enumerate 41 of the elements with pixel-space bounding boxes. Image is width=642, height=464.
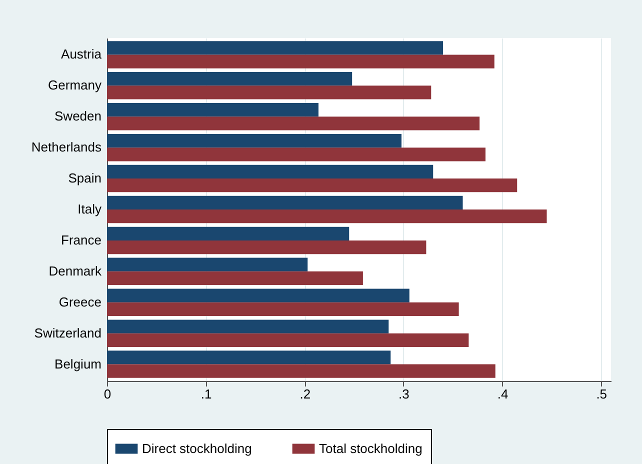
x-tick-label: .3 <box>398 386 410 402</box>
x-tick-label: .1 <box>200 386 212 402</box>
bar <box>107 210 547 224</box>
y-tick-label: Italy <box>78 202 102 216</box>
bar <box>107 271 363 286</box>
legend-label: Total stockholding <box>319 440 422 456</box>
bar <box>107 72 352 86</box>
bar <box>107 134 402 148</box>
bar <box>107 196 463 210</box>
bar <box>107 148 486 162</box>
bar <box>107 164 434 179</box>
y-tick-label: Belgium <box>54 356 102 372</box>
y-tick-label: Switzerland <box>34 325 102 340</box>
bar <box>107 350 391 364</box>
y-tick-label: Germany <box>48 78 102 93</box>
bar <box>107 302 459 316</box>
bar <box>107 288 410 302</box>
legend-label: Direct stockholding <box>142 440 252 456</box>
bar <box>107 178 518 192</box>
x-tick-label: .4 <box>497 386 508 402</box>
bar <box>107 240 426 254</box>
bar <box>107 116 480 130</box>
y-tick-label: Netherlands <box>31 140 102 155</box>
bar <box>107 54 494 68</box>
bar <box>107 86 432 100</box>
y-tick-label: Sweden <box>54 108 102 124</box>
y-tick-label: Greece <box>58 294 102 310</box>
y-tick-label: Austria <box>61 46 102 62</box>
bar <box>107 103 318 117</box>
y-tick-label: France <box>61 232 102 248</box>
x-tick-label: .5 <box>596 386 608 402</box>
bar <box>107 364 496 378</box>
y-tick-label: Denmark <box>48 263 102 278</box>
bar <box>107 333 469 347</box>
bar <box>107 41 443 55</box>
bar <box>107 320 389 334</box>
bar <box>107 258 308 272</box>
x-tick-label: 0 <box>104 386 112 402</box>
x-tick-label: .2 <box>300 386 311 402</box>
bar <box>107 226 350 240</box>
y-tick-label: Spain <box>68 170 102 186</box>
